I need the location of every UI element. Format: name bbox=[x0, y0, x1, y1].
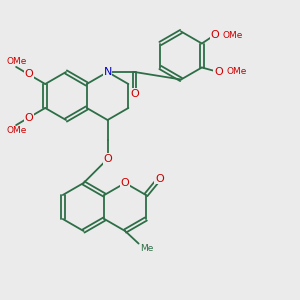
Text: O: O bbox=[214, 67, 223, 77]
Text: O: O bbox=[103, 154, 112, 164]
Text: O: O bbox=[130, 88, 139, 99]
Text: OMe: OMe bbox=[7, 57, 27, 66]
Text: O: O bbox=[24, 112, 33, 123]
Text: O: O bbox=[121, 178, 130, 188]
Text: O: O bbox=[210, 30, 219, 40]
Text: O: O bbox=[155, 173, 164, 184]
Text: Me: Me bbox=[140, 244, 154, 253]
Text: N: N bbox=[103, 67, 112, 77]
Text: OMe: OMe bbox=[223, 31, 243, 40]
Text: O: O bbox=[24, 69, 33, 80]
Text: OMe: OMe bbox=[7, 126, 27, 135]
Text: OMe: OMe bbox=[227, 68, 247, 76]
